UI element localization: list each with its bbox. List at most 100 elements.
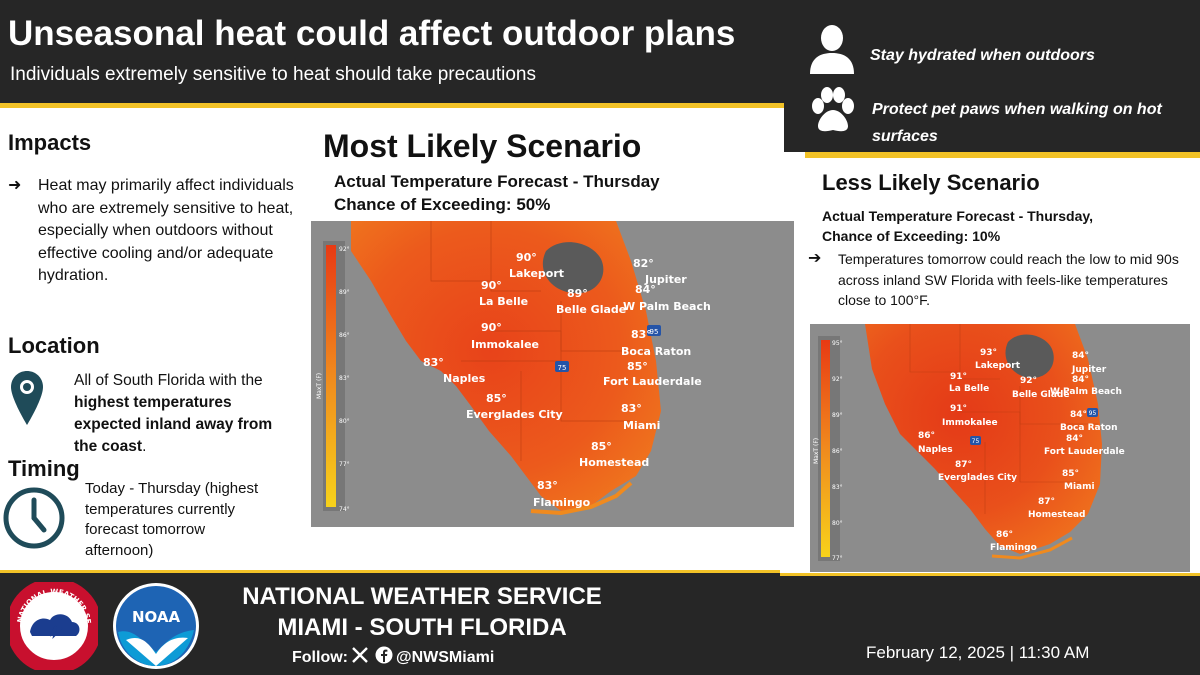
svg-text:95: 95 (650, 328, 659, 336)
svg-text:75: 75 (972, 438, 980, 445)
scale-tick: 83° (832, 484, 843, 491)
temp-scale-bar (326, 245, 336, 507)
tip-paws: Protect pet paws when walking on hot sur… (808, 86, 1172, 150)
follow-line: Follow: @NWSMiami (292, 646, 494, 669)
tip-hydrate: Stay hydrated when outdoors (808, 24, 1095, 74)
tips-accent-line (805, 152, 1200, 158)
city-label-miami: 85° Miami (1062, 469, 1095, 492)
less-likely-map: 95° 92° 89° 86° 83° 80° 77° MaxT (F) 75 … (810, 324, 1190, 572)
svg-text:W Palm Beach: W Palm Beach (1050, 387, 1122, 397)
svg-text:84°: 84° (1072, 375, 1089, 385)
issue-date: February 12, 2025 | 11:30 AM (866, 643, 1090, 662)
svg-text:Belle Glade: Belle Glade (1012, 390, 1069, 400)
nws-seal-logo: NATIONAL WEATHER SERVICE (10, 582, 98, 670)
city-label-flamingo: 83° Flamingo (533, 479, 591, 509)
svg-text:La Belle: La Belle (479, 295, 528, 308)
svg-text:82°: 82° (633, 257, 654, 270)
less-likely-body: ➔ Temperatures tomorrow could reach the … (808, 249, 1193, 311)
svg-text:Jupiter: Jupiter (1071, 365, 1107, 375)
city-label-jupiter: 82° Jupiter (633, 257, 687, 286)
location-text: All of South Florida with the highest te… (74, 372, 273, 455)
less-likely-text: Temperatures tomorrow could reach the lo… (838, 251, 1179, 308)
less-likely-subtitle: Actual Temperature Forecast - Thursday, … (822, 208, 1093, 244)
svg-text:85°: 85° (1062, 469, 1079, 479)
city-label-w-palm-beach: 84° W Palm Beach (1050, 375, 1122, 397)
social-handle[interactable]: @NWSMiami (395, 648, 495, 666)
svg-text:Flamingo: Flamingo (533, 496, 591, 509)
svg-text:84°: 84° (1066, 434, 1083, 444)
scale-label: MaxT (F) (316, 373, 323, 399)
tip-paws-text: Protect pet paws when walking on hot sur… (872, 101, 1162, 145)
svg-text:Immokalee: Immokalee (471, 338, 539, 351)
temp-scale-bar (821, 340, 830, 557)
x-social-icon[interactable] (351, 646, 369, 669)
svg-text:90°: 90° (481, 279, 502, 292)
city-label-miami: 83° Miami (621, 402, 660, 432)
svg-text:Everglades City: Everglades City (466, 408, 563, 421)
svg-text:75: 75 (558, 364, 567, 372)
svg-text:Belle Glade: Belle Glade (556, 303, 626, 316)
svg-text:91°: 91° (950, 372, 967, 382)
follow-label: Follow: (292, 648, 348, 666)
scale-tick: 80° (832, 520, 843, 527)
svg-text:91°: 91° (950, 404, 967, 414)
footer-accent-line-right (780, 573, 1200, 576)
most-likely-title: Most Likely Scenario (323, 128, 642, 164)
city-label-boca-raton: 84° Boca Raton (1060, 410, 1117, 433)
header-accent-line (0, 103, 800, 108)
svg-text:La Belle: La Belle (949, 384, 989, 394)
svg-text:Homestead: Homestead (1028, 510, 1085, 520)
highway-75-icon: 75 (555, 361, 569, 372)
city-label-jupiter: 84° Jupiter (1071, 351, 1107, 375)
org-name: NATIONAL WEATHER SERVICE MIAMI - SOUTH F… (242, 583, 602, 641)
svg-text:83°: 83° (423, 356, 444, 369)
city-label-la-belle: 91° La Belle (949, 372, 989, 394)
svg-text:90°: 90° (516, 251, 537, 264)
page-title: Unseasonal heat could affect outdoor pla… (8, 14, 736, 53)
city-label-lakeport: 90° Lakeport (509, 251, 564, 280)
svg-text:Flamingo: Flamingo (990, 543, 1037, 553)
tips-panel (784, 0, 1200, 152)
highway-95-icon: 95 (647, 325, 661, 336)
highway-95-icon: 95 (1087, 408, 1098, 417)
footer-accent-line (0, 570, 780, 575)
most-likely-map: 92° 89° 86° 83° 80° 77° 74° MaxT (F) 75 … (311, 221, 794, 527)
timing-text: Today - Thursday (highest temperatures c… (85, 480, 259, 559)
impacts-body: ➜ Heat may primarily affect individuals … (8, 175, 308, 288)
location-pin-icon (11, 371, 43, 425)
svg-text:Naples: Naples (443, 372, 486, 385)
city-label-lakeport: 93° Lakeport (975, 348, 1021, 371)
svg-text:83°: 83° (621, 402, 642, 415)
svg-text:86°: 86° (918, 431, 935, 441)
paw-icon (812, 87, 854, 132)
city-label-everglades-city: 87° Everglades City (938, 460, 1017, 483)
scale-tick: 92° (832, 376, 843, 383)
facebook-icon[interactable] (375, 646, 393, 669)
svg-text:Fort Lauderdale: Fort Lauderdale (1044, 447, 1125, 457)
svg-text:Miami: Miami (1064, 482, 1095, 492)
footer (0, 573, 1200, 675)
highway-75-icon: 75 (970, 436, 981, 445)
city-label-boca-raton: 83° Boca Raton (621, 328, 691, 358)
svg-text:Miami: Miami (623, 419, 660, 432)
city-label-flamingo: 86° Flamingo (990, 530, 1037, 553)
city-label-fort-lauderdale: 84° Fort Lauderdale (1044, 434, 1125, 457)
svg-text:90°: 90° (481, 321, 502, 334)
city-label-naples: 86° Naples (918, 431, 953, 455)
scale-tick: 95° (832, 340, 843, 347)
svg-text:86°: 86° (996, 530, 1013, 540)
scale-tick: 77° (339, 461, 350, 468)
person-icon (810, 25, 854, 74)
tip-hydrate-text: Stay hydrated when outdoors (870, 47, 1095, 64)
svg-text:87°: 87° (955, 460, 972, 470)
city-label-belle-glade: 89° Belle Glade (556, 287, 626, 316)
scale-tick: 74° (339, 506, 350, 513)
scale-tick: 77° (832, 555, 843, 562)
scale-tick: 92° (339, 246, 350, 253)
header-banner: Unseasonal heat could affect outdoor pla… (0, 0, 800, 103)
most-likely-subtitle: Actual Temperature Forecast - Thursday C… (334, 172, 660, 214)
scale-tick: 80° (339, 418, 350, 425)
svg-text:Boca Raton: Boca Raton (621, 345, 691, 358)
city-label-w-palm-beach: 84° W Palm Beach (623, 283, 711, 313)
scale-tick: 89° (339, 289, 350, 296)
